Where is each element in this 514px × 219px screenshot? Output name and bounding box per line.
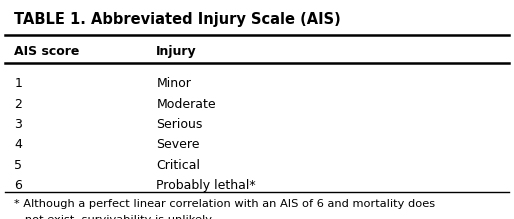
Text: Injury: Injury [156,45,197,58]
Text: Critical: Critical [156,159,200,172]
Text: 2: 2 [14,98,22,111]
Text: TABLE 1. Abbreviated Injury Scale (AIS): TABLE 1. Abbreviated Injury Scale (AIS) [14,12,341,27]
Text: * Although a perfect linear correlation with an AIS of 6 and mortality does: * Although a perfect linear correlation … [14,199,435,208]
Text: Probably lethal*: Probably lethal* [156,179,256,192]
Text: Minor: Minor [156,77,191,90]
Text: 1: 1 [14,77,22,90]
Text: 3: 3 [14,118,22,131]
Text: AIS score: AIS score [14,45,80,58]
Text: 4: 4 [14,138,22,152]
Text: 5: 5 [14,159,22,172]
Text: Severe: Severe [156,138,200,152]
Text: 6: 6 [14,179,22,192]
Text: not exist, survivability is unlikely.: not exist, survivability is unlikely. [14,215,214,219]
Text: Moderate: Moderate [156,98,216,111]
Text: Serious: Serious [156,118,203,131]
